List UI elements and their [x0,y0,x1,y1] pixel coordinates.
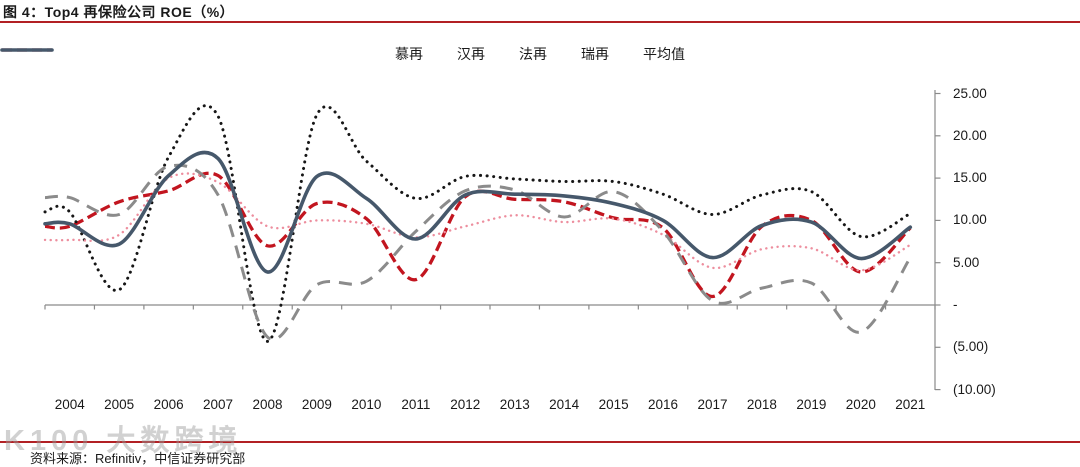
x-axis-label: 2004 [54,397,85,412]
x-axis-label: 2019 [796,397,827,412]
y-axis-label: 5.00 [953,254,980,270]
title-divider-line [0,21,1080,23]
legend-item-法再: 法再 [0,44,547,64]
x-axis-label: 2012 [450,397,481,412]
series-line-瑞再 [44,163,912,341]
y-axis-label: 10.00 [953,212,987,228]
chart-legend: 慕再 汉再 法再 瑞再 平均值 [0,44,1080,64]
y-axis-label: 15.00 [953,170,987,186]
legend-label: 汉再 [457,46,485,62]
y-axis-label: 25.00 [953,85,987,101]
figure-title: 图 4：Top4 再保险公司 ROE（%） [3,4,235,20]
legend-item-平均值: 平均值 [0,44,685,64]
source-divider-line [0,441,1080,443]
series-line-平均值 [43,150,913,274]
legend-label: 平均值 [643,46,685,62]
x-axis-label: 2010 [351,397,382,412]
legend-marker-平均值 [0,48,54,52]
x-axis-label: 2013 [499,397,530,412]
x-axis-label: 2018 [746,397,777,412]
x-axis-label: 2008 [252,397,283,412]
legend-label: 瑞再 [581,46,609,62]
legend-label: 慕再 [395,46,423,62]
x-axis-label: 2007 [203,397,234,412]
x-axis-label: 2016 [648,397,679,412]
x-axis-label: 2005 [104,397,135,412]
y-axis-label: (10.00) [953,381,996,397]
source-text: 资料来源：Refinitiv，中信证券研究部 [30,451,246,466]
series-line-法再 [43,172,912,272]
legend-label: 法再 [519,46,547,62]
x-axis-label: 2020 [845,397,876,412]
y-axis-label: 20.00 [953,127,987,143]
x-axis-label: 2017 [697,397,728,412]
x-axis-label: 2014 [549,397,580,412]
x-axis-label: 2011 [401,397,431,412]
series-line-汉再 [43,104,912,343]
x-axis-label: 2006 [153,397,184,412]
y-axis-label: (5.00) [953,339,989,355]
x-axis-label: 2015 [598,397,629,412]
x-axis-label: 2021 [895,397,926,412]
x-axis-label: 2009 [301,397,332,412]
y-axis-label: - [953,297,958,312]
